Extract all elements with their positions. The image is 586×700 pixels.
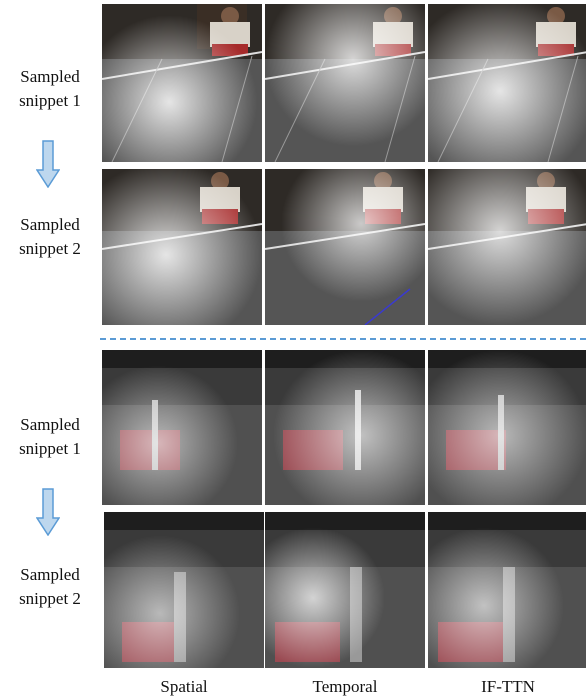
frame-g1-s1-temporal (265, 4, 425, 162)
frame-g1-s2-spatial (102, 169, 262, 325)
frame-g2-s1-ifttn (428, 350, 586, 505)
row-label-g1-s1: Sampled snippet 1 (19, 67, 81, 110)
frame-g1-s1-spatial (102, 4, 262, 162)
frame-g2-s1-temporal (265, 350, 425, 505)
frame-g2-s2-spatial (104, 512, 264, 668)
frame-g2-s1-spatial (102, 350, 262, 505)
frame-g2-s2-ifttn (428, 512, 586, 668)
row-label-g2-s1: Sampled snippet 1 (19, 415, 81, 458)
row-label-g1-s2: Sampled snippet 2 (19, 215, 81, 258)
frame-g1-s1-ifttn (428, 4, 586, 162)
column-label-spatial: Spatial (160, 677, 208, 696)
down-arrow-icon (36, 488, 60, 536)
column-label-temporal: Temporal (312, 677, 378, 696)
frame-g2-s2-temporal (265, 512, 425, 668)
column-label-ifttn: IF-TTN (481, 677, 535, 696)
group-separator (100, 338, 586, 340)
down-arrow-icon (36, 140, 60, 188)
frame-g1-s2-ifttn (428, 169, 586, 325)
row-label-g2-s2: Sampled snippet 2 (19, 565, 81, 608)
frame-g1-s2-temporal (265, 169, 425, 325)
